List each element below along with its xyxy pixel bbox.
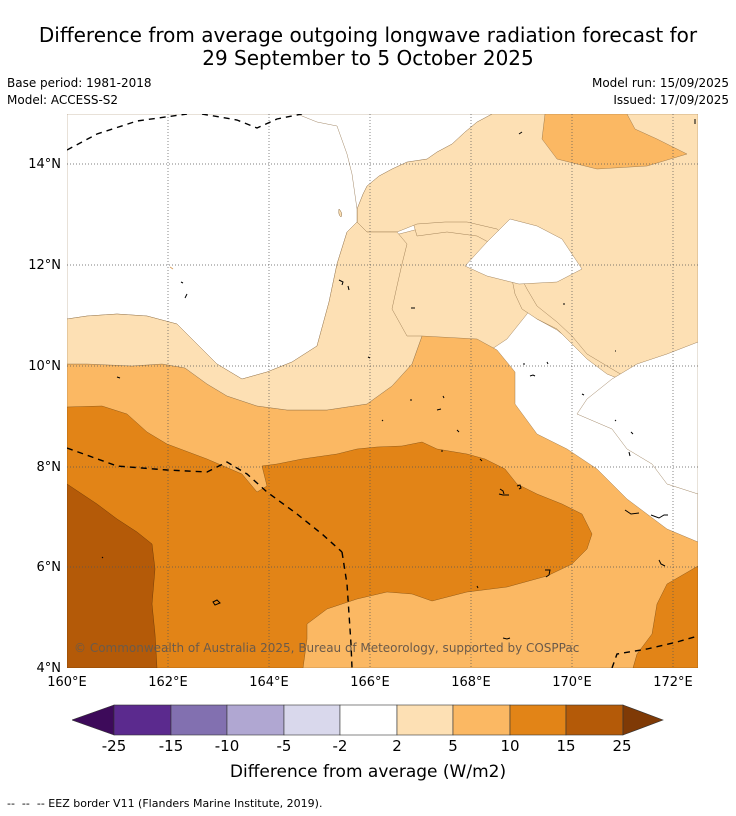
model-run: Model run: 15/09/2025 — [591, 76, 729, 90]
lon-tick-label: 162°E — [148, 675, 188, 690]
colorbar-segment — [113, 704, 172, 736]
lat-tick-label: 8°N — [36, 460, 62, 475]
meta-left: Base period: 1981-2018 Model: ACCESS-S2 — [7, 75, 152, 109]
colorbar-tick-label: 2 — [392, 737, 402, 755]
lon-tick-label: 166°E — [350, 675, 390, 690]
region-5-to-10-northeast — [541, 114, 688, 170]
colorbar-segment — [396, 704, 454, 736]
colorbar-extend-high — [622, 704, 664, 736]
colorbar-segment — [509, 704, 567, 736]
colorbar-tick-label: -10 — [214, 737, 240, 755]
gridlines — [67, 114, 698, 668]
white-hole-east — [576, 341, 698, 495]
eez-footnote: -- -- -- EEZ border V11 (Flanders Marine… — [7, 797, 323, 810]
model-name: Model: ACCESS-S2 — [7, 93, 119, 107]
lon-tick-label: 170°E — [552, 675, 592, 690]
region-10-to-15-southeast — [632, 565, 698, 668]
title-line-1: Difference from average outgoing longwav… — [38, 23, 698, 47]
colorbar-tick-label: -2 — [332, 737, 348, 755]
chart-title: Difference from average outgoing longwav… — [0, 24, 736, 70]
region-15-to-25 — [67, 483, 158, 668]
colorbar-tick-label: -15 — [158, 737, 184, 755]
lon-tick-label: 168°E — [451, 675, 491, 690]
colorbar-tick-label: 5 — [448, 737, 458, 755]
islands — [101, 119, 696, 640]
lon-tick-label: 160°E — [47, 675, 87, 690]
meta-right: Model run: 15/09/2025 Issued: 17/09/2025 — [592, 75, 729, 109]
colorbar-segment — [226, 704, 285, 736]
colorbar-tick-label: 10 — [500, 737, 520, 755]
lat-tick-label: 6°N — [36, 560, 62, 575]
issued-date: Issued: 17/09/2025 — [613, 93, 729, 107]
colorbar-tick-label: 25 — [612, 737, 632, 755]
title-line-2: 29 September to 5 October 2025 — [202, 46, 534, 70]
colorbar-tick-label: -25 — [101, 737, 127, 755]
colorbar-segment — [170, 704, 228, 736]
colorbar-tick-label: 15 — [556, 737, 576, 755]
colorbar-extend-low — [72, 704, 115, 736]
map-svg — [67, 114, 698, 668]
map-panel — [67, 114, 698, 668]
colorbar-segment — [339, 704, 398, 736]
base-period: Base period: 1981-2018 — [7, 76, 152, 90]
lat-tick-label: 14°N — [28, 157, 61, 172]
colorbar-segment — [565, 704, 624, 736]
eez-borders — [67, 114, 698, 668]
lat-tick-label: 4°N — [36, 661, 62, 676]
lon-tick-label: 164°E — [249, 675, 289, 690]
colorbar-segment — [452, 704, 511, 736]
colorbar-tick-label: -5 — [276, 737, 292, 755]
colorbar — [72, 704, 664, 736]
light-orange-belt — [67, 221, 423, 411]
copyright-credit: © Commonwealth of Australia 2025, Bureau… — [74, 641, 580, 655]
lon-tick-label: 172°E — [653, 675, 693, 690]
colorbar-segment — [283, 704, 341, 736]
lat-tick-label: 10°N — [28, 359, 61, 374]
colorbar-title: Difference from average (W/m2) — [229, 762, 507, 782]
white-hole-north — [464, 218, 583, 285]
lat-tick-label: 12°N — [28, 258, 61, 273]
